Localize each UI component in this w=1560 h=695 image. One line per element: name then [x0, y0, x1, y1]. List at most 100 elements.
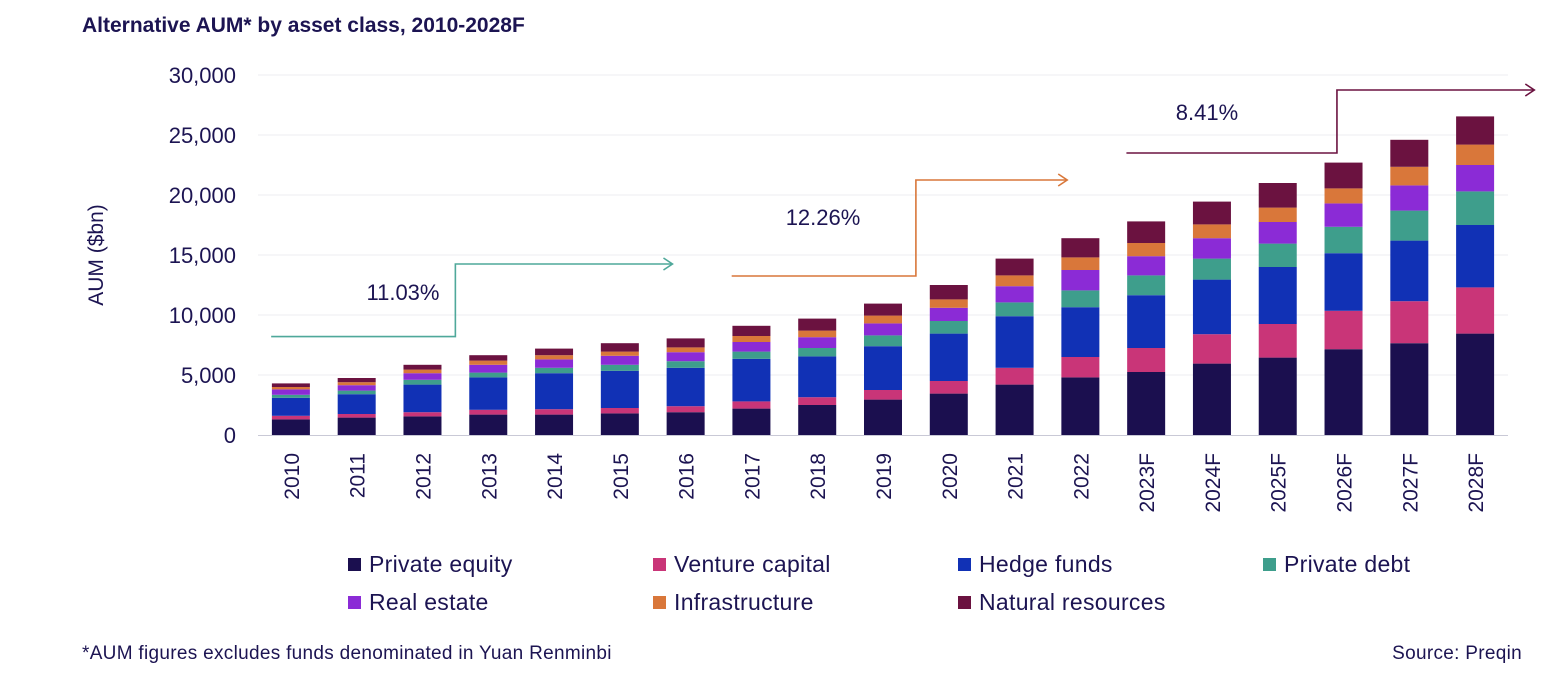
bar-segment: [864, 335, 902, 347]
bar-segment: [1390, 185, 1429, 211]
y-tick-label: 25,000: [169, 123, 236, 148]
legend-label: Hedge funds: [979, 551, 1113, 577]
bar-segment: [1390, 301, 1429, 344]
bar-segment: [403, 416, 442, 435]
bar-segment: [271, 383, 310, 387]
bar-segment: [929, 285, 968, 300]
bar-segment: [271, 397, 310, 416]
y-tick-label: 10,000: [169, 303, 236, 328]
y-tick-label: 15,000: [169, 243, 236, 268]
bar-segment: [732, 408, 771, 435]
bar-segment: [469, 377, 508, 410]
bar-segment: [666, 367, 705, 407]
bar-segment: [271, 415, 310, 420]
bar-segment: [1324, 188, 1363, 204]
bar-segment: [403, 369, 442, 374]
bar-segment: [1061, 377, 1100, 435]
bar-segment: [403, 384, 442, 413]
bar-segment: [469, 360, 508, 365]
bar-segment: [1127, 243, 1166, 257]
legend-swatch: [653, 558, 666, 571]
bar-segment: [798, 397, 837, 405]
bar-segment: [1324, 162, 1363, 189]
bar-segment: [1192, 201, 1231, 225]
bar-segment: [600, 413, 639, 435]
legend-swatch: [958, 558, 971, 571]
y-tick-label: 20,000: [169, 183, 236, 208]
cagr-arrow-line: [271, 263, 673, 338]
bar-segment: [1258, 357, 1297, 435]
bar-segment: [1192, 238, 1231, 259]
bar-segment: [732, 325, 771, 336]
bar-segment: [1192, 224, 1231, 239]
y-tick-label: 30,000: [169, 63, 236, 88]
bar-segment: [732, 358, 771, 402]
bar-segment: [600, 408, 639, 414]
bar-segment: [337, 414, 376, 418]
bar-segment: [1061, 270, 1100, 291]
bar-segment: [1390, 343, 1429, 435]
bar-segment: [1061, 257, 1100, 270]
bar-segment: [535, 414, 574, 435]
bar-segment: [1192, 334, 1231, 364]
bar-segment: [995, 367, 1034, 385]
bar-segment: [732, 351, 771, 359]
bar-segment: [929, 393, 968, 435]
bar-segment: [666, 406, 705, 413]
bar-segment: [600, 355, 639, 365]
legend-label: Natural resources: [979, 589, 1166, 615]
legend-label: Private equity: [369, 551, 513, 577]
x-tick-label: 2019: [873, 453, 896, 500]
bar-segment: [798, 405, 837, 435]
x-tick-label: 2013: [478, 453, 501, 500]
bar-segment: [469, 364, 508, 373]
bar-segment: [995, 316, 1034, 368]
bar-segment: [337, 378, 376, 383]
bar-segment: [732, 401, 771, 409]
bar-segment: [666, 338, 705, 348]
bar-segment: [732, 342, 771, 352]
y-tick-label: 5,000: [181, 363, 236, 388]
bar-segment: [798, 348, 837, 357]
legend-label: Private debt: [1284, 551, 1411, 577]
bar-segment: [995, 275, 1034, 287]
legend-label: Infrastructure: [674, 589, 814, 615]
bar-segment: [535, 409, 574, 415]
cagr-arrow-line: [1126, 89, 1535, 154]
bar-segment: [600, 351, 639, 356]
bar-segment: [1456, 144, 1495, 165]
bar-segment: [1390, 139, 1429, 167]
x-tick-label: 2015: [610, 453, 633, 500]
bar-segment: [535, 373, 574, 410]
bar-segment: [929, 299, 968, 308]
bar-segment: [1127, 256, 1166, 276]
bar-segment: [600, 364, 639, 371]
bar-segment: [535, 359, 574, 368]
bar-segment: [337, 382, 376, 386]
bar-segment: [1127, 275, 1166, 296]
x-tick-label: 2016: [676, 453, 699, 500]
bar-segment: [469, 372, 508, 378]
bar-segment: [403, 364, 442, 370]
y-axis-label: AUM ($bn): [85, 204, 108, 306]
bar-segment: [271, 387, 310, 390]
x-tick-label: 2028F: [1465, 453, 1488, 513]
bar-segment: [535, 348, 574, 356]
bar-segment: [1390, 240, 1429, 302]
bar-segment: [1061, 238, 1100, 258]
bar-segment: [1456, 333, 1495, 435]
bar-segment: [1456, 225, 1495, 288]
bar-segment: [666, 361, 705, 368]
legend-swatch: [653, 596, 666, 609]
bar-segment: [469, 355, 508, 361]
bar-segment: [1258, 267, 1297, 324]
bar-segment: [469, 409, 508, 415]
y-tick-label: 0: [224, 423, 236, 448]
bar-segment: [337, 385, 376, 391]
bar-segment: [271, 419, 310, 435]
bar-segment: [403, 373, 442, 380]
bar-segment: [1390, 166, 1429, 186]
bar-segment: [271, 394, 310, 398]
legend-swatch: [348, 596, 361, 609]
legend-swatch: [1263, 558, 1276, 571]
